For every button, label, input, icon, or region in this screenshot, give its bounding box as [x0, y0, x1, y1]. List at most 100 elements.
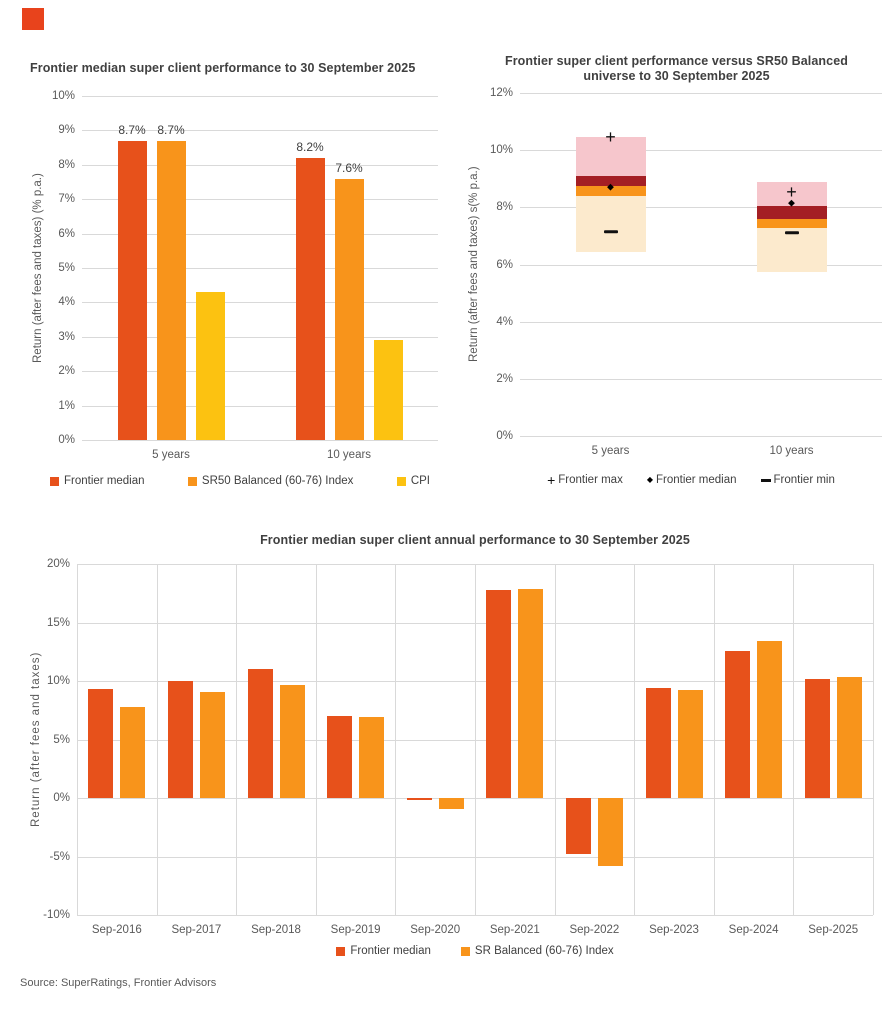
- gridline: [82, 199, 438, 201]
- legend-item: CPI: [396, 475, 430, 487]
- x-category-label: 10 years: [326, 449, 372, 461]
- gridline: [82, 164, 438, 166]
- bar-sr50-balanced-60-76-index: [334, 178, 364, 440]
- bar-frontier-median: [406, 798, 432, 801]
- legend-item: ◆ Frontier median: [647, 474, 737, 486]
- bar-sr-balanced-60-76-index: [359, 717, 385, 798]
- bar-sr-balanced-60-76-index: [677, 690, 703, 798]
- bar-frontier-median: [645, 688, 671, 798]
- x-category-label: 5 years: [152, 449, 190, 461]
- bar-sr-balanced-60-76-index: [836, 677, 862, 798]
- y-tick-label: 7%: [58, 193, 75, 206]
- x-category-label: Sep-2016: [91, 924, 142, 936]
- y-tick-label: 0%: [496, 430, 513, 442]
- frontier-logo-square: [22, 8, 44, 30]
- diamond-icon: ◆: [646, 475, 653, 484]
- min-marker: [784, 231, 799, 235]
- bar-frontier-median: [565, 798, 591, 855]
- gridline: [156, 564, 158, 915]
- range-segment: [575, 176, 646, 186]
- bar-sr-balanced-60-76-index: [120, 706, 146, 798]
- y-tick-label: 1%: [58, 399, 75, 412]
- y-tick-label: -10%: [43, 909, 70, 921]
- y-tick-label: 0%: [58, 434, 75, 446]
- legend-swatch: [396, 476, 406, 486]
- gridline: [520, 264, 882, 266]
- legend-swatch: [187, 476, 197, 486]
- y-tick-label: 15%: [46, 616, 70, 629]
- gridline: [520, 93, 882, 94]
- legend-swatch: [50, 476, 59, 486]
- gridline: [554, 564, 556, 915]
- gridline: [82, 96, 438, 97]
- chart3-title: Frontier median super client annual perf…: [260, 533, 690, 547]
- y-tick-label: 5%: [58, 262, 75, 274]
- gridline: [82, 371, 438, 373]
- gridline: [82, 302, 438, 304]
- range-segment: [575, 195, 646, 252]
- chart1-title: Frontier median super client performance…: [30, 61, 416, 75]
- gridline: [82, 233, 438, 235]
- bar-sr50-balanced-60-76-index: [156, 140, 186, 440]
- bar-frontier-median: [486, 589, 512, 798]
- y-tick-label: 9%: [58, 124, 75, 137]
- chart1-y-axis-title: Return (after fees and taxes) (% p.a.): [32, 173, 44, 363]
- bar-frontier-median: [804, 678, 830, 798]
- min-marker: [603, 229, 618, 234]
- gridline: [77, 564, 78, 915]
- y-tick-label: 4%: [496, 315, 513, 328]
- legend-label: Frontier median: [655, 474, 737, 486]
- range-segment: [756, 182, 827, 206]
- gridline: [520, 150, 882, 152]
- chart2-y-axis-title: Return (after fees and taxes) s(% p.a.): [468, 166, 480, 363]
- chart2-title-line1: Frontier super client performance versus…: [504, 54, 849, 68]
- y-tick-label: 5%: [53, 733, 70, 746]
- y-tick-label: 10%: [51, 90, 75, 102]
- bar-sr-balanced-60-76-index: [199, 691, 225, 798]
- bar-frontier-median: [327, 716, 353, 798]
- gridline: [713, 564, 715, 915]
- bar-cpi: [195, 292, 225, 440]
- bar-sr-balanced-60-76-index: [438, 798, 464, 809]
- x-category-label: Sep-2025: [808, 924, 859, 936]
- bar-frontier-median: [88, 689, 114, 798]
- y-tick-label: 2%: [496, 372, 513, 385]
- legend-item: Frontier median: [50, 475, 145, 487]
- y-tick-label: 4%: [58, 296, 75, 309]
- x-category-label: Sep-2020: [410, 924, 461, 936]
- bar-frontier-median: [117, 140, 147, 440]
- bar-cpi: [373, 340, 403, 440]
- gridline: [82, 130, 438, 132]
- bar-frontier-median: [295, 157, 325, 440]
- x-category-label: 5 years: [591, 445, 630, 457]
- x-category-label: Sep-2024: [728, 924, 779, 936]
- legend-label: Frontier median: [64, 475, 145, 487]
- x-category-label: Sep-2019: [330, 924, 381, 936]
- legend-item: + Frontier max: [547, 473, 623, 487]
- bar-value-label: 8.2%: [296, 139, 324, 154]
- x-category-label: Sep-2021: [489, 924, 540, 936]
- gridline: [82, 405, 438, 407]
- bar-frontier-median: [725, 650, 751, 798]
- legend-label: Frontier max: [558, 474, 623, 486]
- minus-icon: [760, 478, 771, 482]
- range-segment: [756, 218, 827, 228]
- range-segment: [756, 205, 827, 219]
- max-marker: +: [786, 181, 797, 202]
- max-marker: +: [605, 127, 616, 148]
- y-tick-label: 8%: [496, 201, 513, 214]
- legend-label: CPI: [410, 475, 430, 487]
- legend-swatch: [460, 946, 470, 956]
- y-tick-label: 20%: [46, 558, 70, 570]
- gridline: [315, 564, 317, 915]
- x-category-label: Sep-2017: [171, 924, 222, 936]
- legend-label: SR Balanced (60-76) Index: [474, 945, 614, 957]
- gridline: [520, 207, 882, 209]
- legend-item: Frontier min: [760, 474, 835, 486]
- range-segment: [575, 136, 646, 177]
- median-marker: ◆: [788, 197, 795, 208]
- gridline: [82, 268, 438, 269]
- gridline: [520, 321, 882, 323]
- bar-sr-balanced-60-76-index: [518, 588, 544, 798]
- legend-item: SR Balanced (60-76) Index: [460, 945, 614, 957]
